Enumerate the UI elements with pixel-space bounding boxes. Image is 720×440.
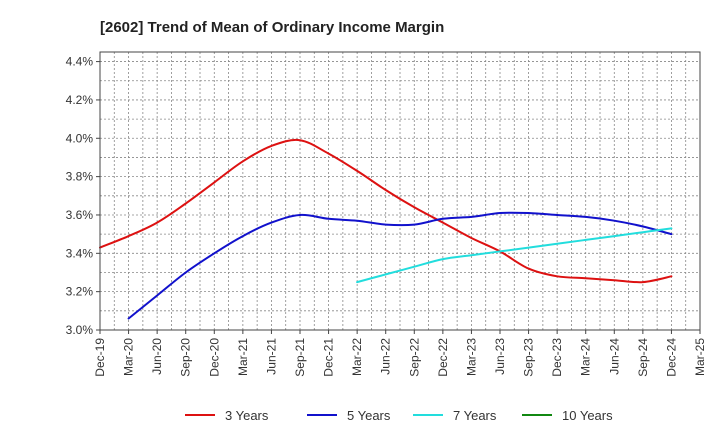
- x-tick-label: Jun-23: [493, 338, 507, 375]
- y-tick-label: 3.0%: [66, 323, 94, 337]
- x-tick-label: Sep-24: [636, 338, 650, 377]
- x-tick-label: Mar-21: [236, 338, 250, 376]
- y-tick-label: 4.0%: [66, 131, 94, 145]
- x-tick-label: Sep-21: [293, 338, 307, 377]
- legend-label: 3 Years: [225, 408, 269, 423]
- y-tick-label: 3.4%: [66, 246, 94, 260]
- x-tick-label: Mar-22: [350, 338, 364, 376]
- y-tick-label: 3.6%: [66, 208, 94, 222]
- x-tick-label: Jun-21: [264, 338, 278, 375]
- x-tick-label: Dec-24: [664, 338, 678, 377]
- y-tick-label: 3.2%: [66, 285, 94, 299]
- y-tick-label: 4.2%: [66, 93, 94, 107]
- legend-label: 7 Years: [453, 408, 497, 423]
- x-tick-label: Sep-20: [179, 338, 193, 377]
- y-axis-ticks: 3.0% 3.2% 3.4% 3.6% 3.8% 4.0% 4.2% 4.4%: [66, 55, 100, 337]
- y-tick-label: 3.8%: [66, 170, 94, 184]
- legend-label: 5 Years: [347, 408, 391, 423]
- x-tick-label: Jun-20: [150, 338, 164, 375]
- x-tick-label: Mar-20: [122, 338, 136, 376]
- x-tick-label: Dec-20: [207, 338, 221, 377]
- x-tick-label: Mar-23: [464, 338, 478, 376]
- x-axis-ticks: Dec-19 Mar-20 Jun-20 Sep-20 Dec-20 Mar-21 Jun-…: [93, 330, 707, 377]
- y-tick-label: 4.4%: [66, 55, 94, 69]
- chart-title: [2602] Trend of Mean of Ordinary Income …: [100, 19, 444, 36]
- x-tick-label: Mar-25: [693, 338, 707, 376]
- series-layer: [99, 138, 673, 320]
- x-tick-label: Dec-23: [550, 338, 564, 377]
- grid: [100, 52, 700, 331]
- x-tick-label: Mar-24: [579, 338, 593, 376]
- x-tick-label: Sep-22: [407, 338, 421, 377]
- series-line-7-years: [356, 227, 673, 284]
- x-tick-label: Jun-24: [607, 338, 621, 375]
- legend-label: 10 Years: [562, 408, 613, 423]
- plot-frame: [99, 51, 701, 331]
- series-line-3-years: [99, 138, 673, 284]
- x-tick-label: Dec-19: [93, 338, 107, 377]
- x-tick-label: Sep-23: [522, 338, 536, 377]
- series-line-5-years: [127, 211, 673, 320]
- legend: 3 Years 5 Years 7 Years 10 Years: [185, 408, 613, 423]
- x-tick-label: Dec-22: [436, 338, 450, 377]
- x-tick-label: Dec-21: [322, 338, 336, 377]
- x-tick-label: Jun-22: [379, 338, 393, 375]
